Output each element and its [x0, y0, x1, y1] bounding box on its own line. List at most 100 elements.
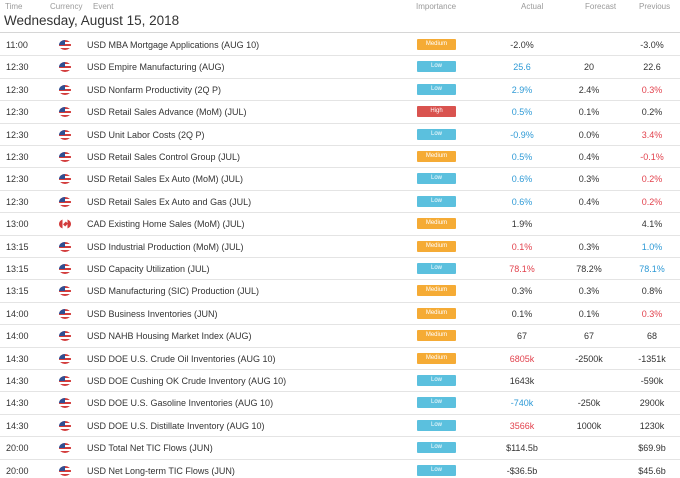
table-row[interactable]: 13:15 USD Industrial Production (MoM) (JU…	[0, 236, 680, 258]
actual-value: 0.1%	[511, 241, 533, 252]
us-flag-icon	[59, 196, 71, 207]
us-flag-icon	[59, 84, 71, 95]
table-row[interactable]: 14:30 USD DOE U.S. Gasoline Inventories (…	[0, 392, 680, 415]
forecast-value: 0.3%	[578, 241, 600, 252]
event-name[interactable]: USD Empire Manufacturing (AUG)	[87, 62, 225, 73]
event-name[interactable]: USD Manufacturing (SIC) Production (JUL)	[87, 286, 260, 297]
actual-value: -740k	[510, 398, 534, 409]
table-row[interactable]: 12:30 USD Retail Sales Control Group (JUL…	[0, 146, 680, 169]
event-time: 13:00	[6, 219, 29, 230]
table-row[interactable]: 12:30 USD Empire Manufacturing (AUG) Low 25…	[0, 56, 680, 79]
event-name[interactable]: USD NAHB Housing Market Index (AUG)	[87, 331, 252, 342]
column-header-event[interactable]: Event	[93, 2, 114, 11]
actual-value: 6805k	[509, 353, 535, 364]
event-name[interactable]: USD Net Long-term TIC Flows (JUN)	[87, 465, 235, 476]
forecast-value: 0.3%	[578, 174, 600, 185]
event-name[interactable]: USD DOE Cushing OK Crude Inventory (AUG …	[87, 376, 287, 386]
event-time: 14:00	[6, 308, 29, 319]
table-row[interactable]: 13:00 CAD Existing Home Sales (MoM) (JUL)…	[0, 213, 680, 236]
actual-value: -2.0%	[510, 40, 534, 50]
importance-badge: Low	[417, 173, 456, 185]
column-header-currency[interactable]: Currency	[50, 2, 83, 11]
forecast-value: 67	[583, 331, 594, 342]
us-flag-icon	[59, 420, 71, 431]
actual-value: 3566k	[509, 420, 535, 431]
importance-badge: Low	[417, 195, 456, 207]
event-name[interactable]: USD MBA Mortgage Applications (AUG 10)	[87, 40, 260, 50]
event-time: 13:15	[6, 241, 29, 252]
table-row[interactable]: 11:00 USD MBA Mortgage Applications (AUG …	[0, 34, 680, 57]
actual-value: -$36.5b	[506, 465, 538, 476]
date-divider	[0, 32, 680, 33]
us-flag-icon	[59, 129, 71, 140]
event-name[interactable]: USD Business Inventories (JUN)	[87, 308, 218, 319]
event-time: 14:30	[6, 353, 29, 364]
event-name[interactable]: USD Capacity Utilization (JUL)	[87, 264, 210, 274]
forecast-value: -2500k	[575, 353, 603, 364]
importance-badge: Low	[417, 464, 456, 476]
table-row[interactable]: 14:30 USD DOE U.S. Distillate Inventory (…	[0, 415, 680, 438]
us-flag-icon	[59, 62, 71, 73]
event-name[interactable]: USD DOE U.S. Crude Oil Inventories (AUG …	[87, 353, 276, 364]
event-name[interactable]: USD Nonfarm Productivity (2Q P)	[87, 84, 222, 95]
forecast-value: 20	[583, 62, 594, 73]
event-name[interactable]: USD DOE U.S. Distillate Inventory (AUG 1…	[87, 420, 265, 431]
actual-value: 0.6%	[511, 196, 533, 207]
importance-badge: Medium	[417, 151, 456, 162]
us-flag-icon	[59, 353, 71, 364]
table-row[interactable]: 20:00 USD Total Net TIC Flows (JUN) Low $11…	[0, 437, 680, 460]
table-row[interactable]: 14:30 USD DOE U.S. Crude Oil Inventories …	[0, 348, 680, 370]
actual-value: 25.6	[513, 62, 531, 73]
column-header-time[interactable]: Time	[5, 2, 23, 11]
event-name[interactable]: USD Retail Sales Control Group (JUL)	[87, 152, 241, 162]
event-time: 14:00	[6, 331, 29, 342]
event-time: 14:30	[6, 398, 29, 409]
forecast-value: 0.1%	[578, 107, 600, 118]
previous-value: -3.0%	[640, 40, 664, 50]
importance-badge: Low	[417, 375, 456, 386]
previous-value: $45.6b	[638, 465, 666, 476]
column-header-forecast[interactable]: Forecast	[585, 2, 617, 11]
previous-value: 1230k	[639, 420, 665, 431]
actual-value: 0.3%	[511, 286, 533, 297]
event-name[interactable]: USD Retail Sales Ex Auto (MoM) (JUL)	[87, 174, 244, 185]
event-name[interactable]: CAD Existing Home Sales (MoM) (JUL)	[87, 219, 245, 230]
event-time: 20:00	[6, 465, 29, 476]
event-time: 12:30	[6, 174, 29, 185]
us-flag-icon	[59, 152, 71, 162]
column-header-actual[interactable]: Actual	[521, 2, 544, 11]
event-name[interactable]: USD Industrial Production (MoM) (JUL)	[87, 241, 244, 252]
actual-value: 0.1%	[511, 308, 533, 319]
previous-value: -1351k	[638, 353, 666, 364]
table-row[interactable]: 20:00 USD Net Long-term TIC Flows (JUN) Lo…	[0, 460, 680, 478]
table-row[interactable]: 14:00 USD Business Inventories (JUN) Mediu…	[0, 303, 680, 326]
table-row[interactable]: 12:30 USD Unit Labor Costs (2Q P) Low -0.9%…	[0, 124, 680, 146]
table-row[interactable]: 13:15 USD Manufacturing (SIC) Production …	[0, 280, 680, 303]
column-header-previous[interactable]: Previous	[639, 2, 671, 11]
us-flag-icon	[59, 40, 71, 50]
previous-value: 1.0%	[641, 241, 663, 252]
table-row[interactable]: 12:30 USD Nonfarm Productivity (2Q P) Low 2…	[0, 79, 680, 102]
previous-value: 0.3%	[641, 84, 663, 95]
table-row[interactable]: 13:15 USD Capacity Utilization (JUL) Low 78…	[0, 258, 680, 281]
table-row[interactable]: 12:30 USD Retail Sales Ex Auto (MoM) (JUL…	[0, 168, 680, 191]
event-name[interactable]: USD Unit Labor Costs (2Q P)	[87, 129, 205, 140]
event-time: 12:30	[6, 152, 29, 162]
table-row[interactable]: 14:00 USD NAHB Housing Market Index (AUG)…	[0, 325, 680, 348]
table-row[interactable]: 12:30 USD Retail Sales Ex Auto and Gas (J…	[0, 191, 680, 214]
us-flag-icon	[59, 174, 71, 185]
event-name[interactable]: USD Retail Sales Ex Auto and Gas (JUL)	[87, 196, 252, 207]
column-header-importance[interactable]: Importance	[416, 2, 457, 11]
table-row[interactable]: 14:30 USD DOE Cushing OK Crude Inventory …	[0, 370, 680, 393]
us-flag-icon	[59, 286, 71, 297]
importance-badge: Medium	[417, 39, 456, 50]
actual-value: 2.9%	[511, 84, 533, 95]
event-name[interactable]: USD Retail Sales Advance (MoM) (JUL)	[87, 107, 247, 118]
event-name[interactable]: USD DOE U.S. Gasoline Inventories (AUG 1…	[87, 398, 274, 409]
actual-value: 0.5%	[511, 107, 533, 118]
event-name[interactable]: USD Total Net TIC Flows (JUN)	[87, 443, 213, 454]
previous-value: 2900k	[639, 398, 665, 409]
us-flag-icon	[59, 331, 71, 342]
event-time: 12:30	[6, 129, 29, 140]
table-row[interactable]: 12:30 USD Retail Sales Advance (MoM) (JUL…	[0, 101, 680, 124]
